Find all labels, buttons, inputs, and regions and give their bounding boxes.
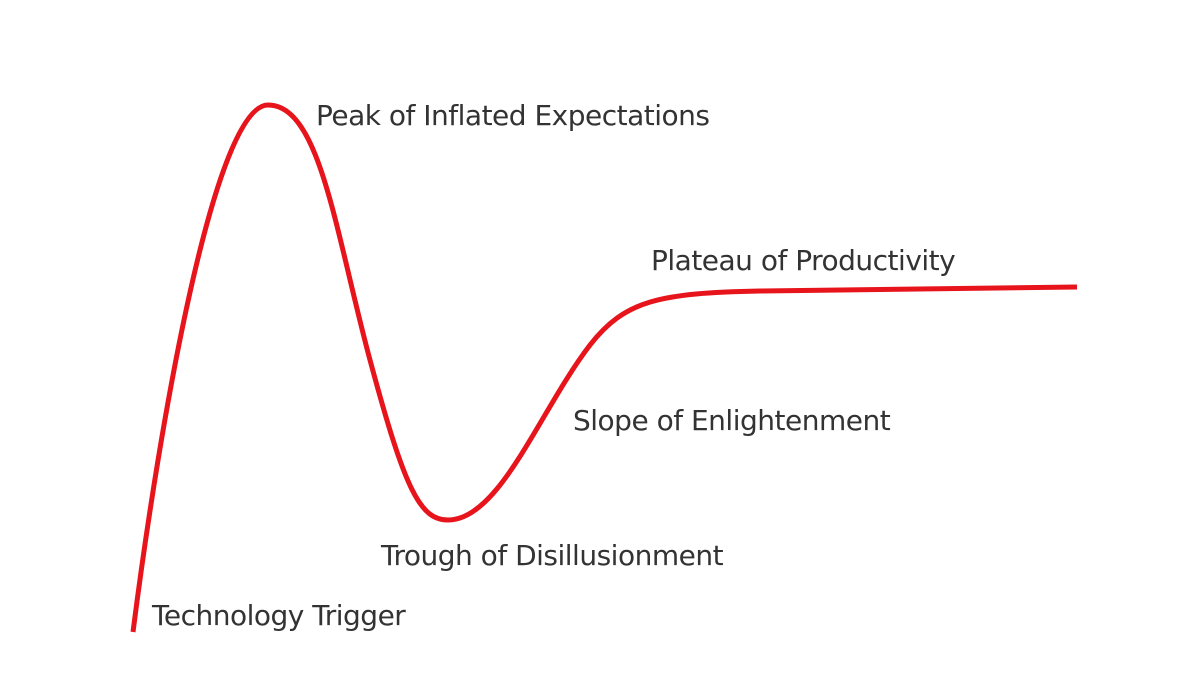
phase-label: Peak of Inflated Expectations xyxy=(316,99,709,132)
phase-label: Technology Trigger xyxy=(151,599,406,632)
phase-label: Plateau of Productivity xyxy=(651,244,955,277)
phase-label: Trough of Disillusionment xyxy=(380,539,724,572)
hype-curve xyxy=(130,102,1078,633)
phase-label: Slope of Enlightenment xyxy=(573,404,891,437)
